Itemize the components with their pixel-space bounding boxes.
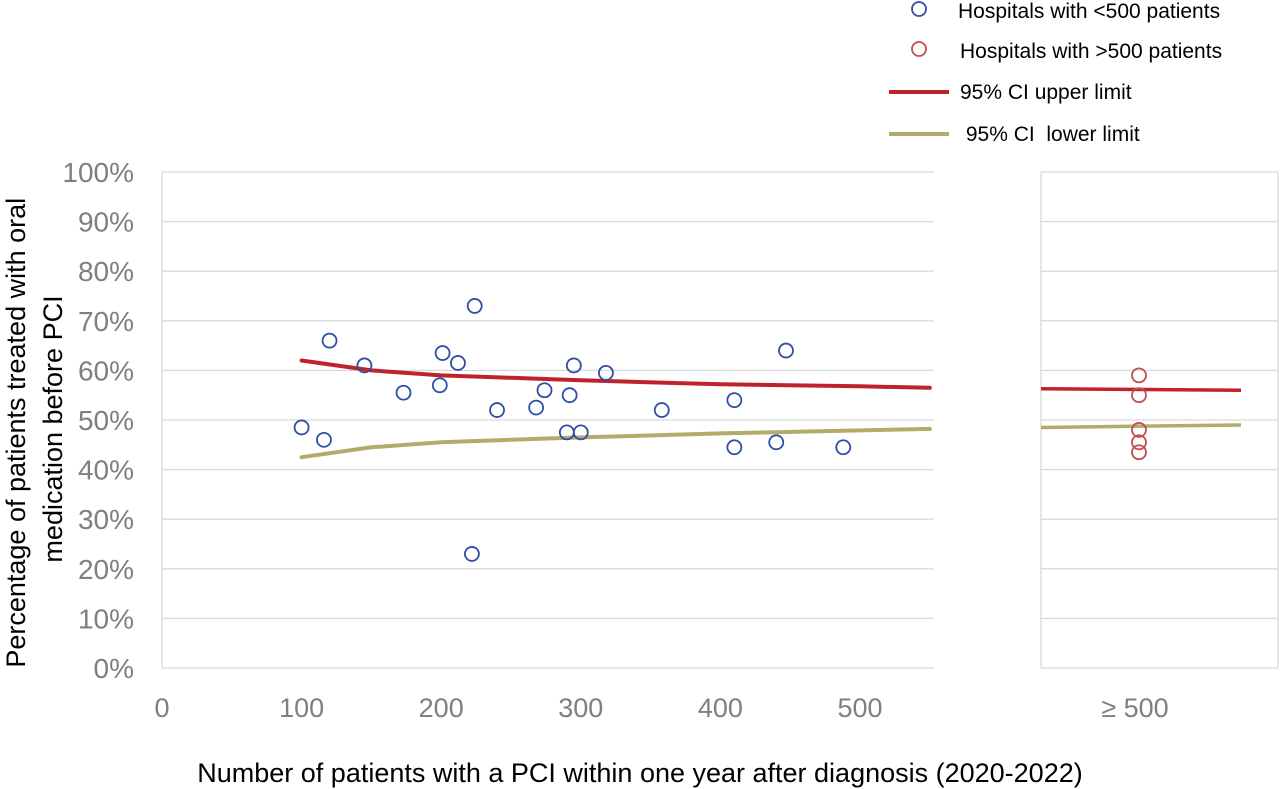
- ci-lower-line-large: [1040, 423, 1242, 430]
- point-small-hospital: [489, 402, 505, 418]
- point-small-hospital: [835, 439, 852, 456]
- point-small-hospital: [726, 392, 743, 409]
- point-small-hospital: [726, 439, 743, 456]
- ci-lower-line: [299, 426, 932, 460]
- point-large-hospital: [1131, 434, 1147, 451]
- point-small-hospital: [536, 382, 553, 399]
- point-small-hospital: [561, 387, 578, 404]
- point-small-hospital: [572, 424, 589, 441]
- y-tick-label: 0%: [94, 653, 134, 684]
- y-tick-label: 30%: [78, 504, 134, 535]
- legend-large-hospitals-label: Hospitals with >500 patients: [960, 40, 1222, 63]
- legend: Hospitals with <500 patients Hospitals wi…: [889, 0, 1222, 146]
- legend-ci-upper-label: 95% CI upper limit: [960, 81, 1132, 104]
- y-tick-label: 10%: [78, 603, 134, 634]
- y-tick-label: 40%: [78, 455, 134, 486]
- point-small-hospital: [293, 419, 310, 436]
- point-small-hospital: [434, 345, 451, 361]
- x-tick-labels: 0 100 200 300 400 500 ≥ 500: [154, 693, 1168, 723]
- point-small-hospital: [565, 357, 582, 374]
- y-axis-title-line-2: medication before PCI: [38, 295, 68, 562]
- y-tick-label: 100%: [62, 157, 134, 188]
- point-small-hospital: [464, 546, 480, 562]
- point-small-hospital: [450, 355, 466, 371]
- point-small-hospital: [466, 298, 483, 314]
- data-points: [293, 298, 1147, 562]
- point-small-hospital: [316, 431, 332, 448]
- y-tick-label: 60%: [78, 355, 134, 386]
- point-small-hospital: [528, 399, 545, 416]
- y-axis-title-line-1: Percentage of patients treated with oral: [1, 198, 31, 668]
- point-small-hospital: [321, 332, 338, 349]
- y-tick-label: 80%: [78, 256, 134, 287]
- legend-ci-lower-label: 95% CI lower limit: [960, 123, 1140, 146]
- point-small-hospital: [778, 342, 794, 359]
- point-large-hospital: [1131, 422, 1147, 438]
- y-tick-label: 90%: [78, 207, 134, 238]
- point-small-hospital: [598, 364, 614, 381]
- point-large-hospital: [1131, 444, 1147, 461]
- x-tick-label: 300: [558, 693, 603, 723]
- x-tick-label: 200: [419, 693, 464, 723]
- legend-small-hospitals-marker: [911, 1, 927, 17]
- legend-small-hospitals-label: Hospitals with <500 patients: [958, 0, 1220, 23]
- x-tick-label-large: ≥ 500: [1101, 693, 1168, 723]
- point-small-hospital: [768, 434, 785, 451]
- x-tick-label: 0: [154, 693, 169, 723]
- point-large-hospital: [1131, 387, 1147, 404]
- legend-large-hospitals-marker: [911, 41, 927, 57]
- ci-upper-line: [299, 358, 932, 390]
- ci-lines: [299, 358, 1242, 460]
- y-axis-title: Percentage of patients treated with oral…: [1, 190, 68, 667]
- y-tick-label: 20%: [78, 554, 134, 585]
- x-axis-title: Number of patients with a PCI within one…: [197, 758, 1082, 788]
- x-tick-label: 400: [698, 693, 743, 723]
- x-tick-label: 500: [837, 693, 882, 723]
- y-tick-label: 70%: [78, 306, 134, 337]
- x-tick-label: 100: [279, 693, 324, 723]
- point-small-hospital: [395, 384, 412, 401]
- point-small-hospital: [431, 377, 448, 394]
- y-tick-label: 50%: [78, 405, 134, 436]
- point-small-hospital: [356, 357, 373, 374]
- grid-layer: [161, 171, 1279, 669]
- point-small-hospital: [653, 402, 670, 418]
- ci-upper-line-large: [1040, 387, 1242, 392]
- y-tick-labels: 0% 10% 20% 30% 40% 50% 60% 70% 80% 90% 100%: [62, 157, 134, 684]
- point-large-hospital: [1131, 367, 1147, 384]
